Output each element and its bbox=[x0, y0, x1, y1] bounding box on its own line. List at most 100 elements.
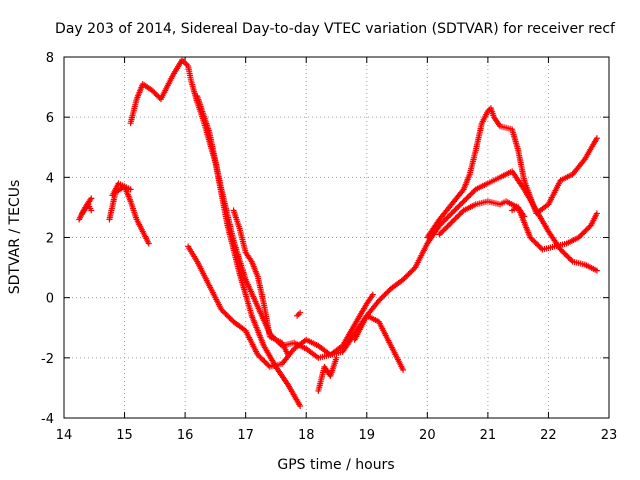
data-point-marker bbox=[261, 358, 268, 365]
data-point-marker bbox=[534, 241, 541, 248]
data-point-marker bbox=[449, 218, 456, 225]
x-tick-label: 20 bbox=[419, 428, 436, 443]
data-point-marker bbox=[226, 314, 233, 321]
series-track-9 bbox=[294, 309, 304, 319]
data-point-marker bbox=[254, 351, 261, 358]
x-tick-label: 19 bbox=[359, 428, 376, 443]
data-point-marker bbox=[527, 234, 534, 241]
data-point-marker bbox=[462, 197, 469, 204]
data-point-marker bbox=[369, 291, 376, 298]
data-point-marker bbox=[375, 297, 382, 304]
data-point-marker bbox=[410, 265, 417, 272]
x-axis-label: GPS time / hours bbox=[277, 457, 394, 473]
data-point-marker bbox=[451, 207, 458, 214]
data-point-marker bbox=[529, 237, 536, 244]
y-tick-label: 6 bbox=[46, 111, 54, 126]
data-point-marker bbox=[447, 211, 454, 218]
data-point-marker bbox=[262, 359, 269, 366]
data-point-marker bbox=[566, 255, 573, 262]
data-point-marker bbox=[457, 210, 464, 217]
data-point-marker bbox=[221, 309, 228, 316]
axis-ticks: 14 15 16 17 18 19 20 21 22 23 -4 -2 0 2 4 6 8 bbox=[41, 51, 617, 443]
data-point-marker bbox=[470, 189, 477, 196]
x-tick-label: 16 bbox=[177, 428, 194, 443]
y-tick-label: -4 bbox=[41, 412, 54, 427]
x-tick-label: 17 bbox=[237, 428, 254, 443]
data-point-marker bbox=[441, 217, 448, 224]
data-point-marker bbox=[385, 288, 392, 295]
data-point-marker bbox=[222, 310, 229, 317]
data-point-marker bbox=[401, 275, 408, 282]
data-point-marker bbox=[467, 191, 474, 198]
x-tick-label: 21 bbox=[480, 428, 497, 443]
data-point-marker bbox=[466, 193, 473, 200]
data-point-marker bbox=[453, 205, 460, 212]
y-tick-label: -2 bbox=[41, 352, 54, 367]
data-point-marker bbox=[265, 362, 272, 369]
data-point-marker bbox=[409, 267, 416, 274]
data-point-marker bbox=[453, 214, 460, 221]
data-point-marker bbox=[447, 220, 454, 227]
data-point-marker bbox=[333, 354, 340, 361]
series-track-10 bbox=[315, 354, 340, 394]
data-point-marker bbox=[581, 229, 588, 236]
data-point-marker bbox=[464, 194, 471, 201]
data-point-marker bbox=[88, 207, 95, 214]
data-point-marker bbox=[381, 292, 388, 299]
series-track-2 bbox=[79, 201, 95, 217]
data-point-marker bbox=[579, 230, 586, 237]
data-point-marker bbox=[444, 214, 451, 221]
data-point-marker bbox=[405, 271, 412, 278]
data-point-marker bbox=[383, 289, 390, 296]
data-point-marker bbox=[444, 223, 451, 230]
data-point-marker bbox=[463, 195, 470, 202]
y-tick-label: 0 bbox=[46, 292, 54, 307]
data-point-marker bbox=[538, 245, 545, 252]
data-points bbox=[76, 57, 600, 409]
data-point-marker bbox=[578, 231, 585, 238]
data-point-marker bbox=[449, 209, 456, 216]
data-point-marker bbox=[297, 309, 304, 316]
data-point-marker bbox=[452, 206, 459, 213]
data-point-marker bbox=[561, 250, 568, 257]
data-point-marker bbox=[568, 257, 575, 264]
data-point-marker bbox=[400, 366, 407, 373]
data-point-marker bbox=[436, 231, 443, 238]
series-track-3 bbox=[109, 180, 152, 247]
data-point-marker bbox=[260, 357, 267, 364]
x-tick-label: 14 bbox=[56, 428, 73, 443]
data-point-marker bbox=[264, 361, 271, 368]
data-point-marker bbox=[227, 316, 234, 323]
series-track-7 bbox=[194, 93, 376, 361]
data-point-marker bbox=[586, 223, 593, 230]
data-point-marker bbox=[558, 247, 565, 254]
data-point-marker bbox=[218, 306, 225, 313]
series-track-11 bbox=[351, 168, 600, 343]
series-track-12 bbox=[424, 105, 600, 241]
data-point-marker bbox=[377, 296, 384, 303]
data-point-marker bbox=[88, 195, 95, 202]
series-track-8 bbox=[230, 207, 292, 358]
chart-title: Day 203 of 2014, Sidereal Day-to-day VTE… bbox=[55, 21, 616, 37]
data-point-marker bbox=[223, 312, 230, 319]
data-point-marker bbox=[459, 199, 466, 206]
data-point-marker bbox=[459, 208, 466, 215]
data-point-marker bbox=[593, 135, 600, 142]
data-point-marker bbox=[471, 187, 478, 194]
data-point-marker bbox=[448, 210, 455, 217]
series-track-13 bbox=[436, 198, 600, 253]
data-point-marker bbox=[445, 222, 452, 229]
data-point-marker bbox=[145, 240, 152, 247]
data-point-marker bbox=[562, 251, 569, 258]
data-point-marker bbox=[225, 313, 232, 320]
data-point-marker bbox=[564, 253, 571, 260]
x-tick-label: 15 bbox=[116, 428, 133, 443]
data-point-marker bbox=[468, 190, 475, 197]
data-point-marker bbox=[455, 212, 462, 219]
data-point-marker bbox=[258, 355, 265, 362]
data-point-marker bbox=[257, 354, 264, 361]
data-point-marker bbox=[443, 215, 450, 222]
data-point-marker bbox=[583, 226, 590, 233]
data-point-marker bbox=[448, 219, 455, 226]
